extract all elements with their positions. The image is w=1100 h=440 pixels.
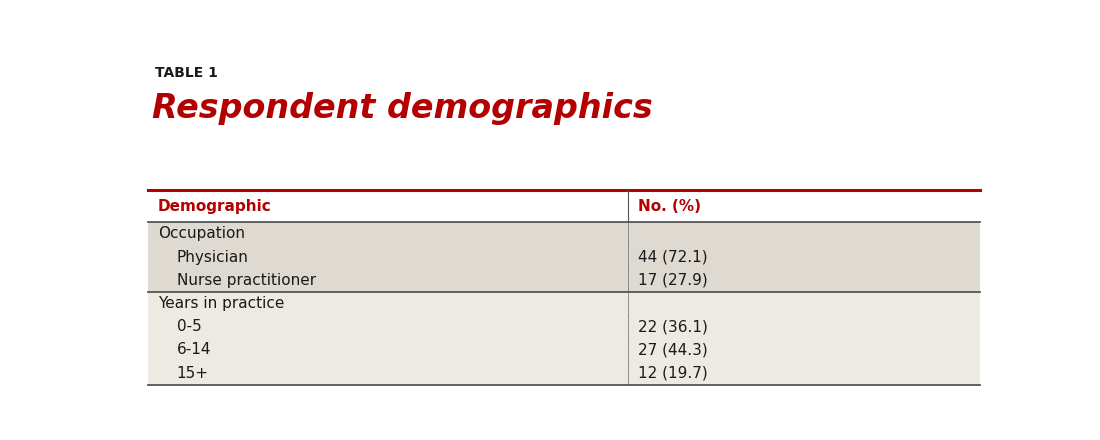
Text: 6-14: 6-14 — [177, 342, 211, 357]
Text: 27 (44.3): 27 (44.3) — [638, 342, 707, 357]
Text: Occupation: Occupation — [158, 226, 245, 241]
Text: 44 (72.1): 44 (72.1) — [638, 249, 707, 264]
Bar — [147, 222, 980, 292]
Bar — [147, 190, 980, 222]
Text: 0-5: 0-5 — [177, 319, 201, 334]
Text: 17 (27.9): 17 (27.9) — [638, 273, 707, 288]
Text: Nurse practitioner: Nurse practitioner — [177, 273, 316, 288]
Text: Physician: Physician — [177, 249, 249, 264]
Text: No. (%): No. (%) — [638, 198, 701, 213]
Text: Respondent demographics: Respondent demographics — [152, 92, 652, 125]
Text: 15+: 15+ — [177, 366, 209, 381]
Text: TABLE 1: TABLE 1 — [154, 66, 218, 81]
Bar — [147, 292, 980, 385]
Text: Demographic: Demographic — [158, 198, 272, 213]
Bar — [147, 63, 980, 190]
Text: Years in practice: Years in practice — [158, 296, 284, 311]
Text: 22 (36.1): 22 (36.1) — [638, 319, 707, 334]
Text: 12 (19.7): 12 (19.7) — [638, 366, 707, 381]
